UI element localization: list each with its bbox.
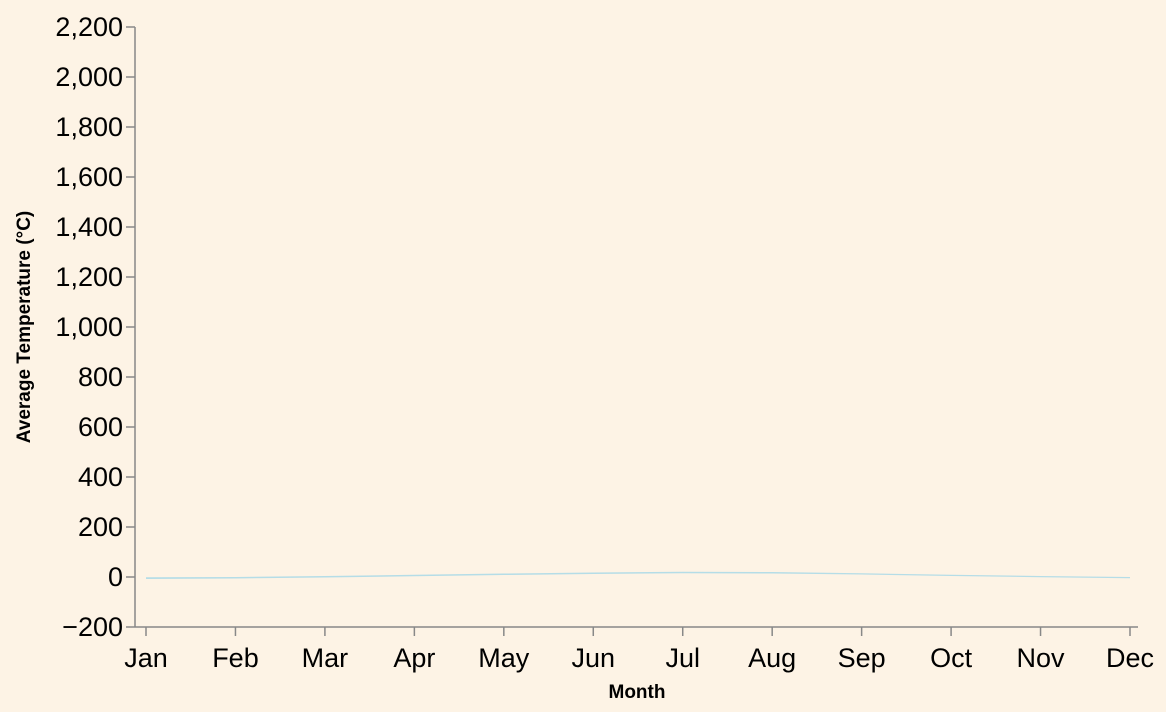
y-tick-label: 600 xyxy=(78,412,123,442)
x-tick-label: Nov xyxy=(1017,643,1066,673)
x-tick-label: Jan xyxy=(124,643,168,673)
x-tick-label: Mar xyxy=(302,643,349,673)
x-tick-label: May xyxy=(478,643,530,673)
y-tick-label: 0 xyxy=(108,562,123,592)
y-tick-label: 1,800 xyxy=(55,112,123,142)
area-layer xyxy=(146,571,1130,579)
x-axis-title: Month xyxy=(609,682,666,703)
x-tick-label: Jun xyxy=(571,643,615,673)
x-tick-label: Apr xyxy=(393,643,435,673)
x-tick-label: Dec xyxy=(1106,643,1154,673)
y-tick-label: 1,400 xyxy=(55,212,123,242)
y-tick-label: −200 xyxy=(62,612,123,642)
y-tick-label: 1,000 xyxy=(55,312,123,342)
x-tick-label: Oct xyxy=(930,643,973,673)
x-tick-label: Aug xyxy=(748,643,796,673)
y-tick-label: 2,000 xyxy=(55,62,123,92)
y-axis: −200 0 200 400 600 800 1,000 1,200 1,400 1,600 1,8… xyxy=(55,12,136,642)
y-tick-label: 400 xyxy=(78,462,123,492)
area-series-0 xyxy=(146,571,1130,579)
x-tick-label: Feb xyxy=(212,643,259,673)
y-tick-label: 1,600 xyxy=(55,162,123,192)
y-axis-title: Average Temperature (°C) xyxy=(14,211,35,444)
y-tick-label: 1,200 xyxy=(55,262,123,292)
y-tick-label: 800 xyxy=(78,362,123,392)
x-tick-label: Jul xyxy=(665,643,700,673)
x-tick-label: Sep xyxy=(838,643,886,673)
y-tick-label: 2,200 xyxy=(55,12,123,42)
y-tick-label: 200 xyxy=(78,512,123,542)
x-axis: Jan Feb Mar Apr May Jun Jul Aug Sep Oct Nov Dec xyxy=(124,626,1154,673)
